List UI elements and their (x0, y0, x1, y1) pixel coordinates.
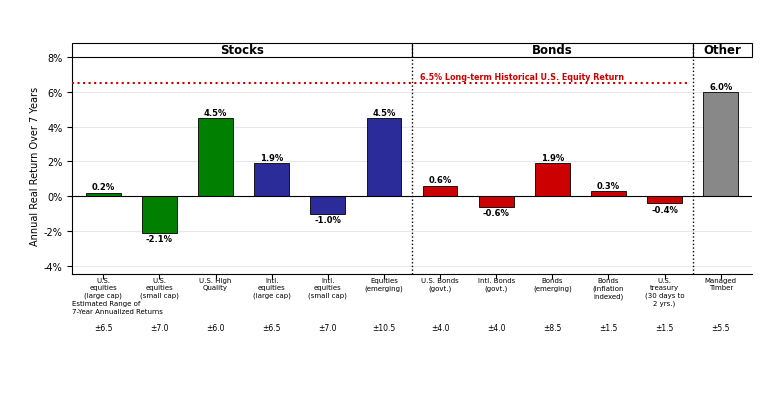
Bar (198, 119, 233, 197)
Bar (412, 43, 693, 58)
Text: 0.2%: 0.2% (92, 183, 115, 192)
Text: 6.0%: 6.0% (709, 83, 732, 91)
Text: 1.9%: 1.9% (541, 154, 564, 162)
Text: Bonds
(emerging): Bonds (emerging) (533, 277, 571, 291)
Text: Bonds: Bonds (532, 44, 573, 57)
Text: U.S.
treasury
(30 days to
2 yrs.): U.S. treasury (30 days to 2 yrs.) (645, 277, 684, 307)
Text: Intl.
equities
(small cap): Intl. equities (small cap) (308, 277, 347, 299)
Text: Managed
Timber: Managed Timber (705, 277, 737, 291)
Text: ±10.5: ±10.5 (372, 323, 395, 332)
Text: Bonds
(inflation
indexed): Bonds (inflation indexed) (593, 277, 624, 299)
Text: 0.3%: 0.3% (597, 181, 620, 190)
Text: U.S.
equities
(large cap): U.S. equities (large cap) (85, 277, 122, 299)
Y-axis label: Annual Real Return Over 7 Years: Annual Real Return Over 7 Years (30, 87, 40, 246)
Text: Intl. Bonds
(govt.): Intl. Bonds (govt.) (478, 277, 515, 291)
Text: U.S. Bonds
(govt.): U.S. Bonds (govt.) (421, 277, 459, 291)
Text: -2.1%: -2.1% (146, 235, 173, 243)
Bar (311, 197, 345, 214)
Bar (693, 43, 752, 58)
Bar (254, 164, 289, 197)
Text: ±4.0: ±4.0 (431, 323, 449, 332)
Text: ±6.0: ±6.0 (206, 323, 225, 332)
Bar (72, 43, 412, 58)
Text: ±7.0: ±7.0 (319, 323, 337, 332)
Text: -0.6%: -0.6% (483, 209, 510, 217)
Text: 4.5%: 4.5% (372, 108, 396, 117)
Text: Estimated Range of
7-Year Annualized Returns: Estimated Range of 7-Year Annualized Ret… (72, 301, 163, 314)
Text: 0.6%: 0.6% (429, 176, 452, 185)
Text: 1.9%: 1.9% (260, 154, 283, 162)
Bar (86, 193, 121, 197)
Bar (647, 197, 682, 204)
Text: ±1.5: ±1.5 (599, 323, 617, 332)
Text: 4.5%: 4.5% (204, 108, 227, 117)
Text: U.S. High
Quality: U.S. High Quality (199, 277, 232, 291)
Text: ±5.5: ±5.5 (711, 323, 730, 332)
Bar (535, 164, 570, 197)
Text: -0.4%: -0.4% (651, 205, 678, 214)
Text: ±6.5: ±6.5 (262, 323, 281, 332)
Text: 6.5% Long-term Historical U.S. Equity Return: 6.5% Long-term Historical U.S. Equity Re… (420, 73, 625, 82)
Bar (591, 192, 626, 197)
Text: ±6.5: ±6.5 (94, 323, 113, 332)
Text: Intl.
equities
(large cap): Intl. equities (large cap) (253, 277, 291, 299)
Text: Stocks: Stocks (221, 44, 264, 57)
Text: ±1.5: ±1.5 (655, 323, 674, 332)
Text: Equities
(emerging): Equities (emerging) (365, 277, 404, 291)
Text: -1.0%: -1.0% (314, 215, 341, 225)
Bar (366, 119, 401, 197)
Text: ±7.0: ±7.0 (150, 323, 169, 332)
Text: Other: Other (703, 44, 741, 57)
Bar (479, 197, 513, 207)
Bar (142, 197, 177, 233)
Text: U.S.
equities
(small cap): U.S. equities (small cap) (140, 277, 179, 299)
Text: ±4.0: ±4.0 (487, 323, 505, 332)
Bar (703, 93, 738, 197)
Text: ±8.5: ±8.5 (543, 323, 562, 332)
Bar (423, 186, 458, 197)
